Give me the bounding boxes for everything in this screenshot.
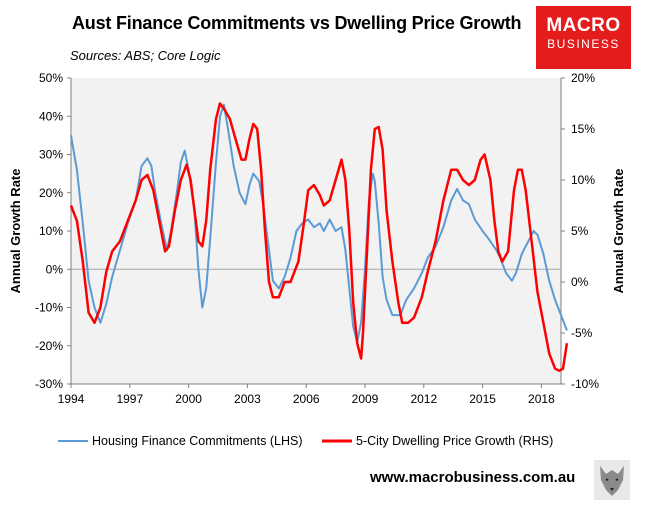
left-tick-label: 20% xyxy=(39,186,63,200)
footer-url: www.macrobusiness.com.au xyxy=(370,469,576,486)
x-tick-label: 2009 xyxy=(352,392,379,406)
x-tick-label: 1994 xyxy=(58,392,85,406)
series-layer xyxy=(69,102,569,372)
logo-line-2: BUSINESS xyxy=(547,37,620,51)
x-tick-label: 2000 xyxy=(175,392,202,406)
axes: 50% 40% 30% 20% 10% 0% -10% -20% -30% 20% 15% 10% 5%… xyxy=(35,71,599,406)
macrobusiness-logo: MACRO BUSINESS xyxy=(536,6,631,69)
right-tick-label: 10% xyxy=(571,173,595,187)
right-tick-label: 5% xyxy=(571,224,589,238)
plot-area xyxy=(71,78,561,384)
legend: Housing Finance Commitments (LHS) 5-City … xyxy=(58,434,553,448)
legend-label: Housing Finance Commitments (LHS) xyxy=(92,434,303,448)
logo-line-1: MACRO xyxy=(546,15,621,36)
left-tick-label: 10% xyxy=(39,224,63,238)
x-tick-label: 2015 xyxy=(469,392,496,406)
left-tick-label: -30% xyxy=(35,377,63,391)
x-tick-label: 2006 xyxy=(293,392,320,406)
right-tick-label: 20% xyxy=(571,71,595,85)
right-tick-label: 0% xyxy=(571,275,589,289)
series-line-housing-finance xyxy=(70,103,568,343)
left-tick-label: -10% xyxy=(35,301,63,315)
left-tick-label: 0% xyxy=(46,262,64,276)
right-tick-label: -5% xyxy=(571,326,593,340)
x-tick-label: 1997 xyxy=(116,392,143,406)
x-tick-label: 2018 xyxy=(528,392,555,406)
left-tick-label: 40% xyxy=(39,109,63,123)
y-axis-label-right: Annual Growth Rate xyxy=(611,169,626,294)
chart-title: Aust Finance Commitments vs Dwelling Pri… xyxy=(72,13,522,33)
legend-label: 5-City Dwelling Price Growth (RHS) xyxy=(356,434,553,448)
y-axis-label-left: Annual Growth Rate xyxy=(8,169,23,294)
right-tick-label: -10% xyxy=(571,377,599,391)
left-tick-label: 30% xyxy=(39,148,63,162)
series-line-dwelling-price xyxy=(69,102,569,372)
left-tick-label: 50% xyxy=(39,71,63,85)
right-tick-label: 15% xyxy=(571,122,595,136)
x-tick-label: 2012 xyxy=(410,392,437,406)
left-tick-label: -20% xyxy=(35,339,63,353)
wolf-icon xyxy=(594,460,630,500)
x-tick-label: 2003 xyxy=(234,392,261,406)
chart-subtitle: Sources: ABS; Core Logic xyxy=(70,48,221,63)
